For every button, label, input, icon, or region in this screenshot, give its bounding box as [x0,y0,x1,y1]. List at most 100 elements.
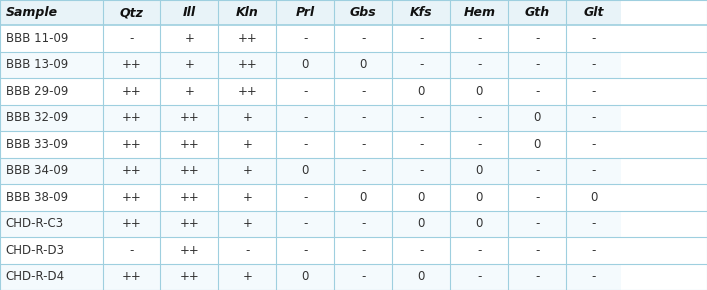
Bar [334,184,392,211]
Text: -: - [591,138,596,151]
Text: 0: 0 [418,191,425,204]
Text: -: - [303,111,308,124]
Bar [276,131,334,157]
Bar [392,264,450,290]
Text: ++: ++ [122,111,141,124]
Bar [160,52,218,78]
Text: -: - [591,244,596,257]
Bar [160,105,218,131]
Text: ++: ++ [122,191,141,204]
Text: -: - [477,32,481,45]
Text: ++: ++ [238,32,257,45]
Text: ++: ++ [180,244,199,257]
Bar [160,0,218,25]
Text: 0: 0 [476,164,483,177]
Text: +: + [185,85,194,98]
Text: -: - [303,32,308,45]
Bar [103,52,160,78]
Text: 0: 0 [302,164,309,177]
Bar [450,105,508,131]
Bar [392,25,450,52]
Bar [276,157,334,184]
Bar [160,184,218,211]
Bar [392,157,450,184]
Bar [450,131,508,157]
Text: Sample: Sample [6,6,58,19]
Bar [566,131,621,157]
Text: -: - [535,217,539,230]
Text: -: - [303,191,308,204]
Bar [508,157,566,184]
Bar [450,237,508,264]
Bar [566,25,621,52]
Text: +: + [243,191,252,204]
Text: -: - [361,164,366,177]
Text: -: - [591,217,596,230]
Bar [392,131,450,157]
Text: -: - [477,111,481,124]
Text: +: + [243,270,252,283]
Text: BBB 32-09: BBB 32-09 [6,111,68,124]
Text: -: - [361,32,366,45]
Text: CHD-R-D3: CHD-R-D3 [6,244,64,257]
Text: ++: ++ [122,164,141,177]
Text: +: + [243,217,252,230]
Text: -: - [477,58,481,71]
Text: -: - [535,32,539,45]
Text: -: - [591,85,596,98]
Text: ++: ++ [122,217,141,230]
Bar [103,78,160,105]
Bar [103,157,160,184]
Bar [508,0,566,25]
Text: 0: 0 [360,191,367,204]
Bar [334,157,392,184]
Bar [218,184,276,211]
Text: ++: ++ [180,270,199,283]
Bar [334,78,392,105]
Text: 0: 0 [418,85,425,98]
Text: -: - [535,164,539,177]
Bar [218,78,276,105]
Bar [0,52,103,78]
Bar [218,52,276,78]
Text: 0: 0 [534,138,541,151]
Text: ++: ++ [122,138,141,151]
Bar [392,0,450,25]
Text: -: - [477,244,481,257]
Text: +: + [243,111,252,124]
Bar [334,264,392,290]
Bar [508,131,566,157]
Text: Kfs: Kfs [410,6,433,19]
Text: BBB 29-09: BBB 29-09 [6,85,68,98]
Text: +: + [185,58,194,71]
Bar [508,237,566,264]
Text: ++: ++ [180,191,199,204]
Bar [160,131,218,157]
Bar [392,184,450,211]
Bar [450,52,508,78]
Bar [508,184,566,211]
Text: BBB 11-09: BBB 11-09 [6,32,68,45]
Bar [334,105,392,131]
Bar [392,105,450,131]
Text: -: - [591,164,596,177]
Text: 0: 0 [302,270,309,283]
Text: 0: 0 [302,58,309,71]
Text: -: - [419,111,423,124]
Text: -: - [361,244,366,257]
Bar [218,25,276,52]
Bar [160,157,218,184]
Bar [450,78,508,105]
Text: ++: ++ [180,164,199,177]
Bar [160,78,218,105]
Text: +: + [243,164,252,177]
Text: Kln: Kln [236,6,259,19]
Text: BBB 38-09: BBB 38-09 [6,191,68,204]
Text: Gbs: Gbs [350,6,377,19]
Text: Gth: Gth [525,6,550,19]
Text: 0: 0 [476,217,483,230]
Text: -: - [535,85,539,98]
Bar [392,237,450,264]
Text: CHD-R-D4: CHD-R-D4 [6,270,65,283]
Bar [566,105,621,131]
